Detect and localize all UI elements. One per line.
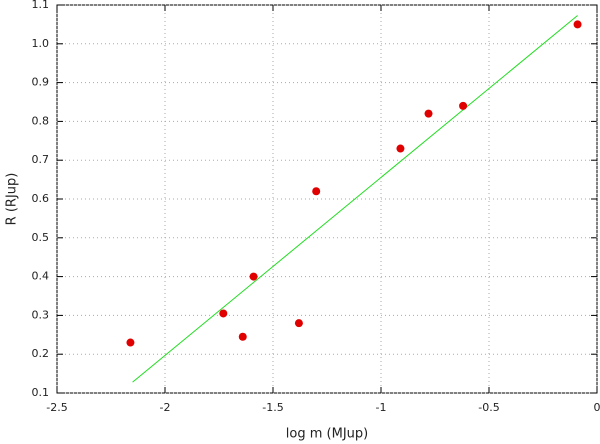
point [424,109,433,118]
x-tick-label: -2 [160,401,171,414]
y-tick-label: 0.6 [32,192,50,205]
y-tick-label: 0.4 [32,270,50,283]
y-tick-label: 1.0 [32,37,50,50]
y-tick-label: 0.5 [32,231,50,244]
fit-line [132,15,578,383]
y-tick-label: 1.1 [32,0,50,11]
point [396,144,405,153]
point [312,187,321,196]
point [126,338,135,347]
point [219,309,228,318]
x-tick-label: -2.5 [46,401,67,414]
x-tick-label: -1.5 [262,401,283,414]
point [294,319,303,328]
point [459,101,468,110]
y-tick-label: 0.2 [32,347,50,360]
y-tick-label: 0.9 [32,76,50,89]
x-axis-label: log m (MJup) [286,427,368,442]
y-axis-label: R (RJup) [5,173,20,226]
y-tick-label: 0.8 [32,114,50,127]
x-tick-label: -1 [376,401,387,414]
point [238,332,247,341]
point [249,272,258,281]
point [573,20,582,29]
y-tick-label: 0.3 [32,308,50,321]
x-tick-label: -0.5 [478,401,499,414]
y-tick-label: 0.1 [32,386,50,399]
x-tick-label: 0 [594,401,600,414]
y-tick-label: 0.7 [32,153,50,166]
